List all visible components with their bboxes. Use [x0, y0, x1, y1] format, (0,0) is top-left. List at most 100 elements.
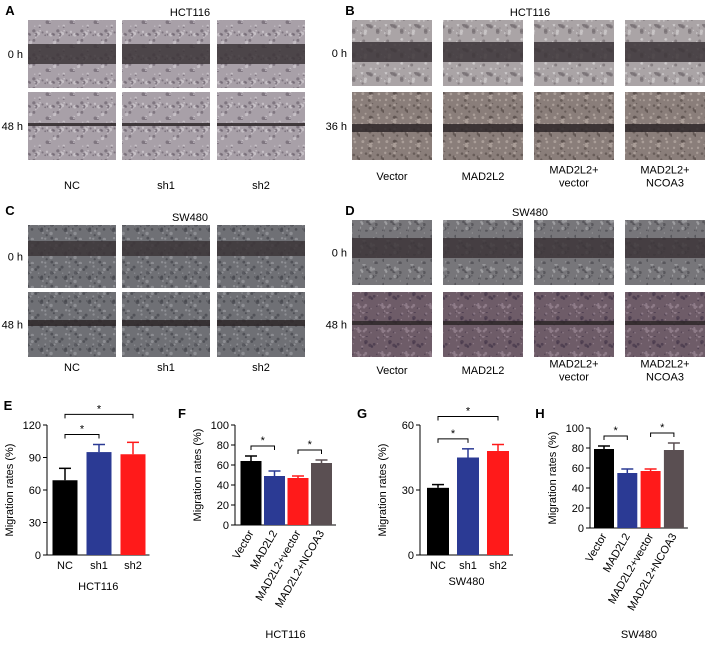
scratch-band	[122, 241, 210, 256]
scratch-band	[625, 42, 705, 62]
panel-letter: B	[345, 3, 354, 18]
x-axis-label: HCT116	[265, 629, 305, 641]
y-tick-label: 30	[402, 485, 414, 497]
column-label: MAD2L2	[462, 365, 505, 377]
panel-title: HCT116	[510, 7, 550, 19]
column-label: sh2	[252, 180, 270, 192]
scratch-band	[122, 320, 210, 326]
panel-letter: C	[5, 203, 15, 218]
scratch-band	[28, 123, 116, 126]
bar	[487, 451, 509, 555]
y-tick-label: 30	[29, 518, 41, 530]
panel-letter: E	[4, 398, 13, 413]
y-tick-label: 60	[217, 460, 229, 472]
y-axis-label: Migration rates (%)	[4, 444, 16, 537]
bar	[86, 452, 112, 555]
row-label: 48 h	[2, 320, 23, 332]
column-label: MAD2L2+	[549, 359, 598, 371]
scratch-band	[122, 123, 210, 126]
column-label: MAD2L2+	[640, 165, 689, 177]
x-tick-label: sh1	[459, 560, 477, 572]
y-tick-label: 60	[402, 420, 414, 432]
x-tick-label: sh2	[489, 560, 507, 572]
column-label: Vector	[376, 365, 408, 377]
row-label: 0 h	[8, 252, 23, 264]
row-label: 0 h	[8, 49, 23, 61]
bar	[663, 450, 684, 528]
row-label: 0 h	[332, 48, 347, 60]
scratch-band	[217, 241, 305, 256]
x-tick-label: NC	[430, 560, 446, 572]
y-axis-label: Migration rates (%)	[547, 432, 559, 525]
scratch-band	[352, 42, 432, 62]
significance-label: *	[97, 403, 102, 415]
panel-letter: A	[5, 3, 15, 18]
column-label: NC	[64, 362, 80, 374]
scratch-band	[28, 320, 116, 326]
significance-bracket	[650, 432, 675, 437]
y-axis-label: Migration rates (%)	[377, 444, 389, 537]
bar	[457, 457, 479, 555]
x-axis-label: SW480	[621, 629, 657, 641]
significance-label: *	[660, 422, 665, 434]
panel-letter: F	[178, 406, 186, 421]
y-tick-label: 40	[572, 483, 584, 495]
scratch-band	[625, 238, 705, 258]
micrograph	[217, 225, 305, 288]
column-label: NC	[64, 180, 80, 192]
significance-label: *	[80, 424, 85, 436]
scratch-band	[534, 42, 614, 62]
row-label: 0 h	[332, 248, 347, 260]
scratch-band	[28, 44, 116, 64]
bar	[52, 480, 78, 555]
significance-bracket	[250, 445, 275, 450]
column-label: Vector	[376, 171, 408, 183]
significance-bracket	[603, 435, 628, 440]
bar	[311, 463, 332, 525]
column-label: sh1	[157, 180, 175, 192]
y-axis-label: Migration rates (%)	[192, 429, 204, 522]
y-tick-label: 40	[217, 480, 229, 492]
scratch-band	[534, 321, 614, 325]
scratch-band	[443, 124, 523, 132]
x-tick-label: NC	[57, 560, 73, 572]
y-tick-label: 90	[29, 453, 41, 465]
x-tick-label: sh1	[90, 560, 108, 572]
scratch-band	[443, 42, 523, 62]
scratch-band	[352, 321, 432, 325]
scratch-band	[534, 238, 614, 258]
row-label: 48 h	[2, 121, 23, 133]
panel-title: HCT116	[170, 7, 210, 19]
y-tick-label: 120	[23, 420, 41, 432]
scratch-band	[443, 321, 523, 325]
y-tick-label: 80	[217, 440, 229, 452]
bar	[640, 471, 661, 528]
panel-letter: D	[345, 203, 354, 218]
significance-label: *	[614, 425, 619, 437]
significance-bracket	[64, 434, 100, 439]
bar	[594, 449, 614, 528]
scratch-band	[217, 44, 305, 64]
y-tick-label: 80	[572, 443, 584, 455]
y-tick-label: 60	[29, 485, 41, 497]
scratch-band	[625, 321, 705, 325]
scratch-band	[122, 44, 210, 64]
y-tick-label: 100	[566, 423, 584, 435]
panel-letter: H	[535, 406, 544, 421]
scratch-band	[352, 238, 432, 258]
scratch-band	[534, 124, 614, 132]
significance-bracket	[437, 438, 469, 443]
panel-title: SW480	[512, 207, 548, 219]
bar	[240, 461, 262, 525]
significance-label: *	[451, 428, 456, 440]
x-axis-label: SW480	[448, 576, 484, 588]
bar	[617, 473, 638, 528]
column-label: MAD2L2+	[640, 359, 689, 371]
row-label: 36 h	[326, 121, 347, 133]
significance-bracket	[297, 449, 322, 454]
bar	[120, 454, 146, 555]
y-tick-label: 0	[578, 523, 584, 535]
significance-label: *	[466, 406, 471, 418]
micrograph	[28, 225, 116, 288]
column-label: MAD2L2	[462, 171, 505, 183]
